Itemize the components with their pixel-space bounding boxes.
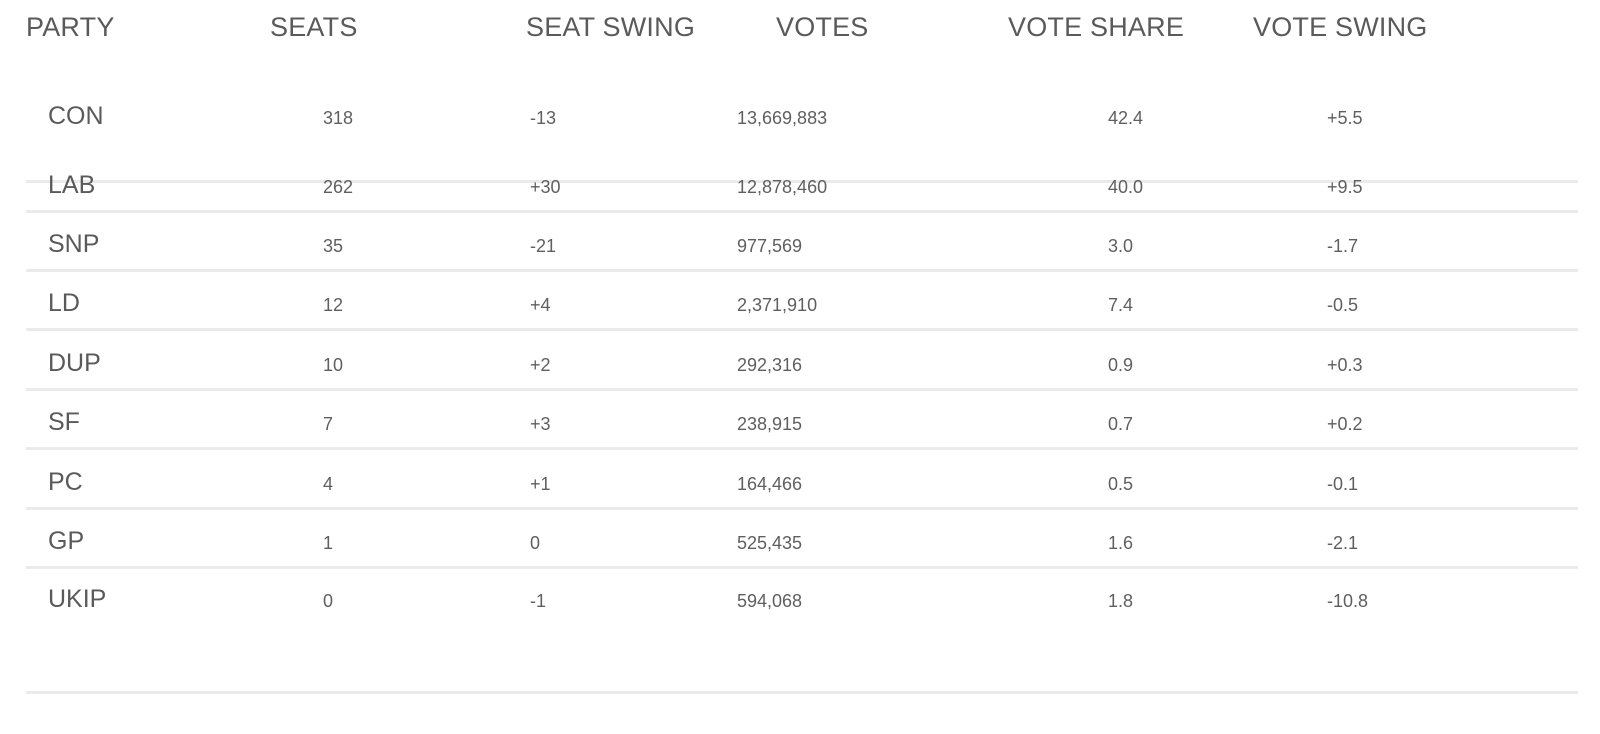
cell-votes: 238,915 [737, 414, 803, 434]
cell-seat-swing: +4 [530, 295, 551, 315]
cell-seats: 1 [323, 533, 334, 553]
cell-vote-swing: -0.5 [1327, 295, 1359, 315]
table-row: UKIP 0 -1 594,068 1.8 -10.8 [26, 568, 1578, 694]
cell-party: PC [48, 468, 83, 496]
table-row: LAB 262 +30 12,878,460 40.0 +9.5 [26, 153, 1578, 213]
cell-party: GP [48, 527, 85, 555]
table-header-row: PARTY SEATS SEAT SWING VOTES VOTE SHARE … [26, 0, 1578, 56]
cell-seat-swing: +1 [530, 474, 551, 494]
cell-vote-share: 1.6 [1108, 533, 1134, 553]
cell-vote-swing: +9.5 [1327, 177, 1363, 197]
cell-vote-share: 1.8 [1108, 591, 1134, 611]
table-row: CON 318 -13 13,669,883 42.4 +5.5 [26, 60, 1578, 183]
cell-party: LD [48, 289, 80, 317]
cell-votes: 2,371,910 [737, 295, 818, 315]
cell-seats: 4 [323, 474, 334, 494]
cell-seat-swing: +2 [530, 355, 551, 375]
cell-vote-swing: -0.1 [1327, 474, 1359, 494]
cell-seats: 318 [323, 108, 354, 128]
cell-votes: 12,878,460 [737, 177, 828, 197]
table-row: LD 12 +4 2,371,910 7.4 -0.5 [26, 271, 1578, 331]
cell-vote-share: 40.0 [1108, 177, 1144, 197]
cell-party: SF [48, 408, 80, 436]
cell-votes: 594,068 [737, 591, 803, 611]
cell-vote-share: 0.7 [1108, 414, 1134, 434]
table-row: GP 1 0 525,435 1.6 -2.1 [26, 509, 1578, 569]
cell-seats: 262 [323, 177, 354, 197]
cell-votes: 977,569 [737, 236, 803, 256]
cell-seat-swing: 0 [530, 533, 541, 553]
cell-vote-swing: -1.7 [1327, 236, 1359, 256]
table-row: SNP 35 -21 977,569 3.0 -1.7 [26, 212, 1578, 272]
cell-vote-swing: +0.2 [1327, 414, 1363, 434]
cell-seats: 12 [323, 295, 344, 315]
cell-seat-swing: +30 [530, 177, 561, 197]
cell-seats: 35 [323, 236, 344, 256]
cell-party: LAB [48, 171, 96, 199]
cell-seats: 10 [323, 355, 344, 375]
header-vote-swing: VOTE SWING [1253, 12, 1428, 42]
table-row: SF 7 +3 238,915 0.7 +0.2 [26, 390, 1578, 450]
header-votes: VOTES [776, 12, 869, 42]
cell-party: SNP [48, 230, 100, 258]
cell-seat-swing: -13 [530, 108, 557, 128]
cell-vote-share: 42.4 [1108, 108, 1144, 128]
cell-vote-swing: +0.3 [1327, 355, 1363, 375]
cell-vote-swing: -10.8 [1327, 591, 1369, 611]
cell-vote-swing: +5.5 [1327, 108, 1363, 128]
cell-vote-share: 3.0 [1108, 236, 1134, 256]
cell-votes: 164,466 [737, 474, 803, 494]
cell-votes: 292,316 [737, 355, 803, 375]
header-vote-share: VOTE SHARE [1008, 12, 1185, 42]
cell-vote-swing: -2.1 [1327, 533, 1359, 553]
header-seats: SEATS [270, 12, 358, 42]
cell-seats: 0 [323, 591, 334, 611]
cell-seat-swing: +3 [530, 414, 551, 434]
header-party: PARTY [26, 12, 115, 42]
cell-votes: 13,669,883 [737, 108, 828, 128]
cell-vote-share: 7.4 [1108, 295, 1134, 315]
header-seat-swing: SEAT SWING [526, 12, 696, 42]
table-row: DUP 10 +2 292,316 0.9 +0.3 [26, 331, 1578, 391]
election-results-table: PARTY SEATS SEAT SWING VOTES VOTE SHARE … [26, 0, 1578, 734]
cell-party: UKIP [48, 585, 107, 613]
cell-vote-share: 0.5 [1108, 474, 1134, 494]
cell-seats: 7 [323, 414, 334, 434]
cell-party: DUP [48, 349, 101, 377]
cell-votes: 525,435 [737, 533, 803, 553]
table-row: PC 4 +1 164,466 0.5 -0.1 [26, 450, 1578, 510]
cell-seat-swing: -1 [530, 591, 547, 611]
cell-party: CON [48, 102, 104, 130]
cell-vote-share: 0.9 [1108, 355, 1134, 375]
cell-seat-swing: -21 [530, 236, 557, 256]
